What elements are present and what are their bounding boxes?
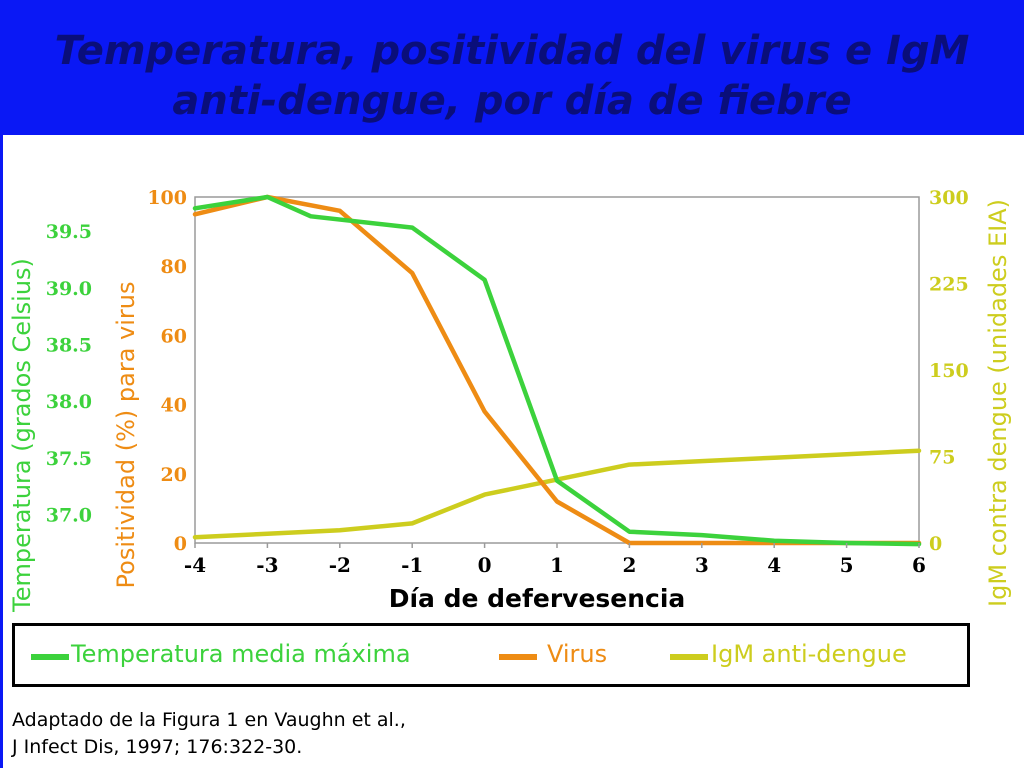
slide-title: Temperatura, positividad del virus e IgM… xyxy=(54,28,970,124)
plot-border xyxy=(194,196,920,544)
temperature-tick-label: 39.5 xyxy=(46,221,92,243)
plot-frame xyxy=(194,196,920,544)
temperature-tick-label: 38.0 xyxy=(46,391,92,413)
temperature-tick-label: 37.0 xyxy=(46,505,92,527)
left-border xyxy=(0,135,3,768)
igm-tick-label: 75 xyxy=(929,447,955,469)
series-layer xyxy=(192,194,922,547)
temperature-tick-label: 38.5 xyxy=(46,334,92,356)
virus-tick-label: 40 xyxy=(161,395,187,417)
citation-line-1: Adaptado de la Figura 1 en Vaughn et al.… xyxy=(12,709,406,731)
temperature-tick-label: 39.0 xyxy=(46,278,92,300)
x-axis-label: Día de defervesencia xyxy=(389,584,686,613)
igm-tick-label: 150 xyxy=(929,360,969,382)
igm-tick-label: 0 xyxy=(929,533,942,555)
legend-swatch-virus xyxy=(499,654,537,660)
virus-tick-label: 80 xyxy=(161,256,187,278)
x-tick-label: -2 xyxy=(329,553,351,577)
x-tick-label: 6 xyxy=(912,553,926,577)
tick-layer: -4 -3 -2 -1 0 1 2 3 4 5 6 39.5 39.0 38.5 38.0 37.5 37.0 1… xyxy=(46,187,969,577)
x-tick-label: -3 xyxy=(256,553,278,577)
legend-swatch-igm xyxy=(670,654,708,660)
igm-tick-label: 225 xyxy=(929,274,969,296)
virus-tick-label: 100 xyxy=(147,187,187,209)
igm-tick-label: 300 xyxy=(929,187,969,209)
series-line-virus xyxy=(192,194,922,546)
x-tick-label: 0 xyxy=(478,553,492,577)
x-tick-label: 1 xyxy=(550,553,564,577)
temperature-tick-label: 37.5 xyxy=(46,448,92,470)
title-banner: Temperatura, positividad del virus e IgM… xyxy=(0,0,1024,135)
legend-label-virus: Virus xyxy=(547,640,608,668)
x-tick-label: -1 xyxy=(401,553,423,577)
x-tick-label: 5 xyxy=(840,553,854,577)
igm-axis-label: IgM contra dengue (unidades EIA) xyxy=(984,199,1012,607)
x-tick-label: 4 xyxy=(767,553,781,577)
legend-swatch-temperature xyxy=(31,654,69,660)
series-line-temperature xyxy=(192,194,922,547)
x-tick-label: 3 xyxy=(695,553,709,577)
virus-axis-label: Positividad (%) para virus xyxy=(112,282,140,589)
citation-line-2: J Infect Dis, 1997; 176:322-30. xyxy=(12,736,303,758)
virus-tick-label: 20 xyxy=(161,464,187,486)
legend-label-igm: IgM anti-dengue xyxy=(711,640,907,668)
legend: Temperatura media máxima Virus IgM anti-… xyxy=(12,623,970,687)
chart: -4 -3 -2 -1 0 1 2 3 4 5 6 39.5 39.0 38.5 38.0 37.5 37.0 1… xyxy=(8,187,1012,613)
virus-tick-label: 0 xyxy=(174,533,187,555)
legend-label-temperature: Temperatura media máxima xyxy=(71,640,411,668)
virus-tick-label: 60 xyxy=(161,325,187,347)
series-line-igm xyxy=(192,448,922,540)
x-tick-label: -4 xyxy=(184,553,206,577)
x-tick-label: 2 xyxy=(622,553,636,577)
temperature-axis-label: Temperatura (grados Celsius) xyxy=(8,258,36,613)
